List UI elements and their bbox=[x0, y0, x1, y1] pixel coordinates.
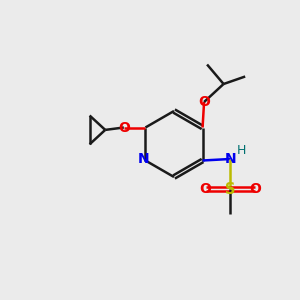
Text: H: H bbox=[237, 144, 246, 157]
Text: N: N bbox=[138, 152, 150, 166]
Text: O: O bbox=[198, 95, 210, 109]
Text: O: O bbox=[118, 121, 130, 134]
Text: N: N bbox=[224, 152, 236, 166]
Text: O: O bbox=[200, 182, 211, 196]
Text: O: O bbox=[249, 182, 261, 196]
Text: S: S bbox=[225, 182, 236, 196]
